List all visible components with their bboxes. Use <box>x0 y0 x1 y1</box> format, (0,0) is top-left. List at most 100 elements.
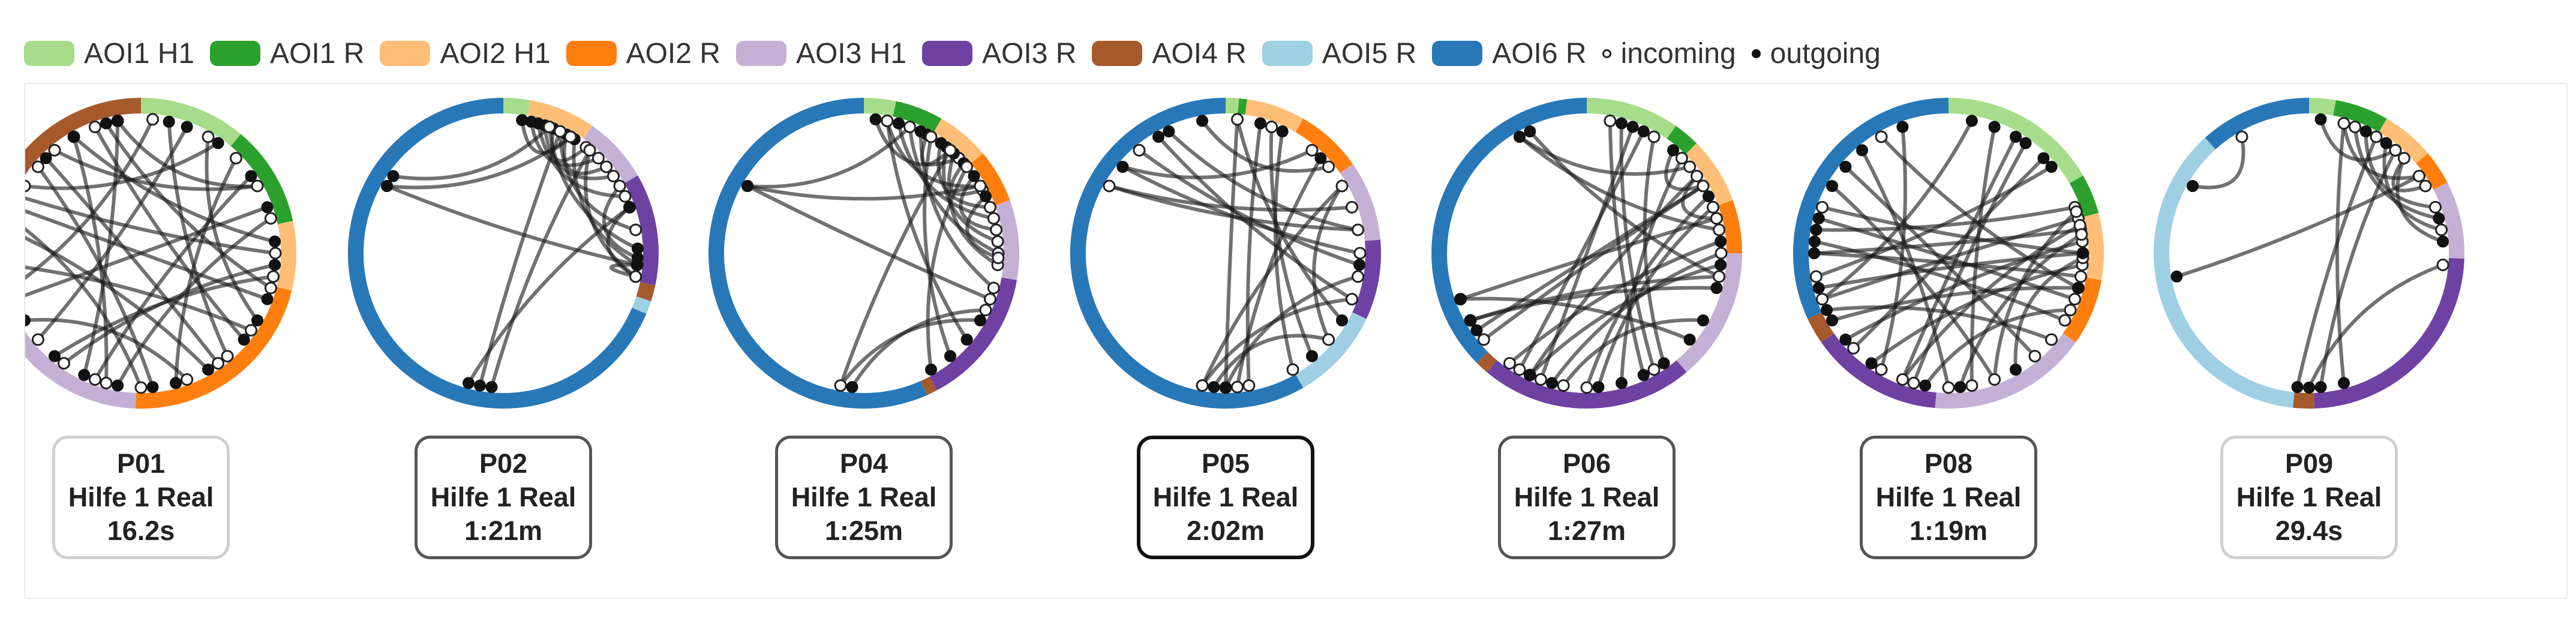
incoming-dot <box>987 212 1000 225</box>
incoming-dot <box>1875 363 1888 376</box>
outgoing-dot <box>1710 282 1723 294</box>
participant-card-P09[interactable]: P09 Hilfe 1 Real 29.4s <box>2220 436 2398 559</box>
participant-card-P06[interactable]: P06 Hilfe 1 Real 1:27m <box>1498 436 1676 559</box>
ring-segment <box>863 98 896 117</box>
participant-card-P04[interactable]: P04 Hilfe 1 Real 1:25m <box>775 436 953 559</box>
transition-edge <box>609 263 638 278</box>
transition-edge <box>1224 119 1239 388</box>
incoming-dot <box>1231 380 1244 394</box>
incoming-dot <box>2074 270 2088 283</box>
participant-card-P05[interactable]: P05 Hilfe 1 Real 2:02m <box>1137 436 1314 559</box>
incoming-dot <box>991 235 1004 248</box>
outgoing-dot <box>1637 125 1650 137</box>
ring-segment <box>1295 118 1353 173</box>
incoming-dot <box>58 357 70 370</box>
transition-edge <box>2307 263 2444 389</box>
transition-edge <box>1826 305 2052 341</box>
outgoing-dot <box>1697 314 1709 326</box>
transition-edge <box>53 274 274 358</box>
incoming-dot <box>1503 357 1516 370</box>
legend: AOI1 H1 AOI1 R AOI2 H1 AOI2 R AOI3 H1 AOI3 R A… <box>24 29 1896 78</box>
participant-id: P04 <box>839 448 888 479</box>
incoming-dot <box>2235 130 2248 143</box>
incoming-dot <box>990 223 1003 236</box>
transition-diagram-P05 <box>1070 97 1382 409</box>
incoming-dot <box>979 304 992 317</box>
transition-edge <box>2295 136 2378 388</box>
outgoing-dot <box>1812 212 1825 224</box>
legend-item: AOI3 R <box>922 37 1076 70</box>
outgoing-dot <box>1988 121 2001 133</box>
transition-edge <box>1157 135 1353 301</box>
outgoing-dot <box>925 364 937 376</box>
outgoing-dot <box>893 117 905 130</box>
outgoing-dot <box>202 364 214 376</box>
incoming-dot <box>1133 143 1146 157</box>
incoming-dot <box>600 160 613 173</box>
transition-edge <box>1269 127 1314 357</box>
legend-item: AOI2 R <box>566 37 720 70</box>
legend-swatch <box>24 41 74 66</box>
outgoing-dot <box>2072 282 2085 294</box>
incoming-dot <box>31 160 44 173</box>
ring-segment <box>2314 258 2464 409</box>
outgoing-dot <box>1314 152 1327 164</box>
incoming-dot <box>629 223 643 236</box>
incoming-dot <box>2075 228 2088 241</box>
transition-edge <box>1475 184 1704 332</box>
ring-segment <box>708 98 927 409</box>
transition-edge <box>947 152 999 267</box>
incoming-dot <box>984 293 996 306</box>
transition-edge <box>1539 126 1635 380</box>
transition-edge <box>93 126 245 341</box>
incoming-dot <box>1809 270 1823 283</box>
participant-card-P08[interactable]: P08 Hilfe 1 Real 1:19m <box>1860 436 2037 559</box>
outgoing-dot <box>68 131 80 143</box>
ring-segment <box>25 98 142 175</box>
ring-segment <box>2308 97 2336 116</box>
outgoing-dot <box>2037 152 2050 164</box>
transition-edge <box>2335 123 2346 383</box>
incoming-dot <box>834 379 847 392</box>
incoming-dot <box>1675 152 1688 165</box>
incoming-dot <box>2058 314 2071 327</box>
participant-task: Hilfe 1 Real <box>1514 482 1660 512</box>
transition-edge <box>885 121 969 341</box>
incoming-dot <box>134 381 148 394</box>
incoming-dot <box>1196 379 1209 392</box>
incoming-dot <box>1242 379 1256 392</box>
incoming-dot <box>592 152 605 165</box>
transition-edge <box>965 195 999 260</box>
incoming-dot <box>1816 293 1829 306</box>
incoming-dot <box>1875 130 1888 143</box>
legend-swatch <box>1262 41 1313 66</box>
incoming-dot <box>31 333 44 346</box>
incoming-dot <box>1580 381 1593 394</box>
outgoing-dot <box>869 113 882 125</box>
participant-id: P08 <box>1924 448 1973 479</box>
outgoing-dot <box>1826 180 1838 192</box>
transition-edge <box>1529 263 1721 377</box>
participant-card-P02[interactable]: P02 Hilfe 1 Real 1:21m <box>415 436 592 559</box>
outgoing-dot <box>1616 377 1628 389</box>
ring-segment <box>1245 99 1304 133</box>
ring-segment <box>1487 360 1687 409</box>
transition-edge <box>562 134 607 176</box>
incoming-dot <box>251 179 264 193</box>
participant-card-P01[interactable]: P01 Hilfe 1 Real 16.2s <box>52 436 230 559</box>
incoming-dot <box>992 251 1005 265</box>
incoming-dot-icon <box>1602 49 1611 58</box>
incoming-dot <box>1965 379 1978 392</box>
legend-list: AOI1 H1 AOI1 R AOI2 H1 AOI2 R AOI3 H1 AOI3 R A… <box>24 29 1896 78</box>
legend-label: AOI3 H1 <box>795 37 907 70</box>
transition-edge <box>1460 296 1691 341</box>
transition-edge <box>1200 119 1329 173</box>
transition-edge <box>205 136 259 322</box>
outgoing-dot <box>2045 161 2058 173</box>
transition-edge <box>116 217 272 387</box>
participant-duration: 1:27m <box>1547 515 1626 546</box>
outgoing-dot <box>387 170 400 182</box>
outgoing-dot <box>1919 379 1932 392</box>
transition-edge <box>2013 256 2084 370</box>
ring-segment <box>1793 98 1949 319</box>
